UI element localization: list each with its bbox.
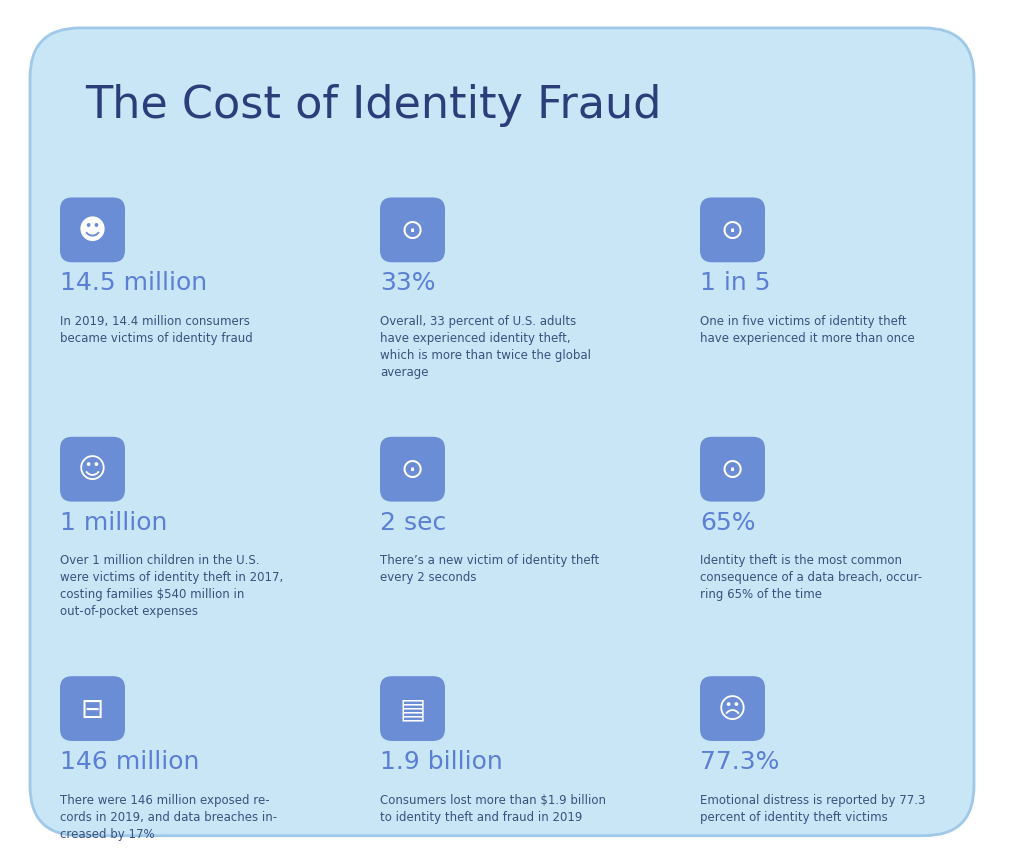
Text: There were 146 million exposed re-
cords in 2019, and data breaches in-
creased : There were 146 million exposed re- cords… — [60, 793, 278, 840]
Text: 65%: 65% — [700, 510, 756, 534]
FancyBboxPatch shape — [700, 438, 765, 502]
Text: ☻: ☻ — [78, 217, 106, 245]
Text: 146 million: 146 million — [60, 749, 200, 773]
Text: ☺: ☺ — [78, 456, 106, 484]
FancyBboxPatch shape — [60, 438, 125, 502]
Text: 1 million: 1 million — [60, 510, 167, 534]
Text: ⊙: ⊙ — [721, 456, 744, 484]
Text: One in five victims of identity theft
have experienced it more than once: One in five victims of identity theft ha… — [700, 315, 914, 345]
Text: Identity theft is the most common
consequence of a data breach, occur-
ring 65% : Identity theft is the most common conseq… — [700, 554, 923, 601]
Text: ▤: ▤ — [399, 694, 426, 722]
FancyBboxPatch shape — [700, 198, 765, 263]
FancyBboxPatch shape — [380, 676, 445, 741]
Text: ⊙: ⊙ — [400, 456, 424, 484]
FancyBboxPatch shape — [30, 29, 974, 836]
Text: There’s a new victim of identity theft
every 2 seconds: There’s a new victim of identity theft e… — [380, 554, 599, 583]
FancyBboxPatch shape — [60, 198, 125, 263]
FancyBboxPatch shape — [380, 438, 445, 502]
Text: 14.5 million: 14.5 million — [60, 271, 207, 295]
Text: ⊟: ⊟ — [81, 694, 104, 722]
FancyBboxPatch shape — [380, 198, 445, 263]
Text: ☹: ☹ — [718, 694, 746, 722]
Text: The Cost of Identity Fraud: The Cost of Identity Fraud — [85, 84, 662, 126]
Text: 2 sec: 2 sec — [380, 510, 446, 534]
Text: ⊙: ⊙ — [721, 217, 744, 245]
Text: 77.3%: 77.3% — [700, 749, 779, 773]
Text: In 2019, 14.4 million consumers
became victims of identity fraud: In 2019, 14.4 million consumers became v… — [60, 315, 253, 345]
FancyBboxPatch shape — [700, 676, 765, 741]
Text: 1.9 billion: 1.9 billion — [380, 749, 503, 773]
Text: Overall, 33 percent of U.S. adults
have experienced identity theft,
which is mor: Overall, 33 percent of U.S. adults have … — [380, 315, 591, 379]
FancyBboxPatch shape — [60, 676, 125, 741]
Text: ⊙: ⊙ — [400, 217, 424, 245]
Text: Emotional distress is reported by 77.3
percent of identity theft victims: Emotional distress is reported by 77.3 p… — [700, 793, 926, 823]
Text: Consumers lost more than $1.9 billion
to identity theft and fraud in 2019: Consumers lost more than $1.9 billion to… — [380, 793, 606, 823]
Text: Over 1 million children in the U.S.
were victims of identity theft in 2017,
cost: Over 1 million children in the U.S. were… — [60, 554, 284, 618]
Text: 33%: 33% — [380, 271, 435, 295]
Text: 1 in 5: 1 in 5 — [700, 271, 770, 295]
